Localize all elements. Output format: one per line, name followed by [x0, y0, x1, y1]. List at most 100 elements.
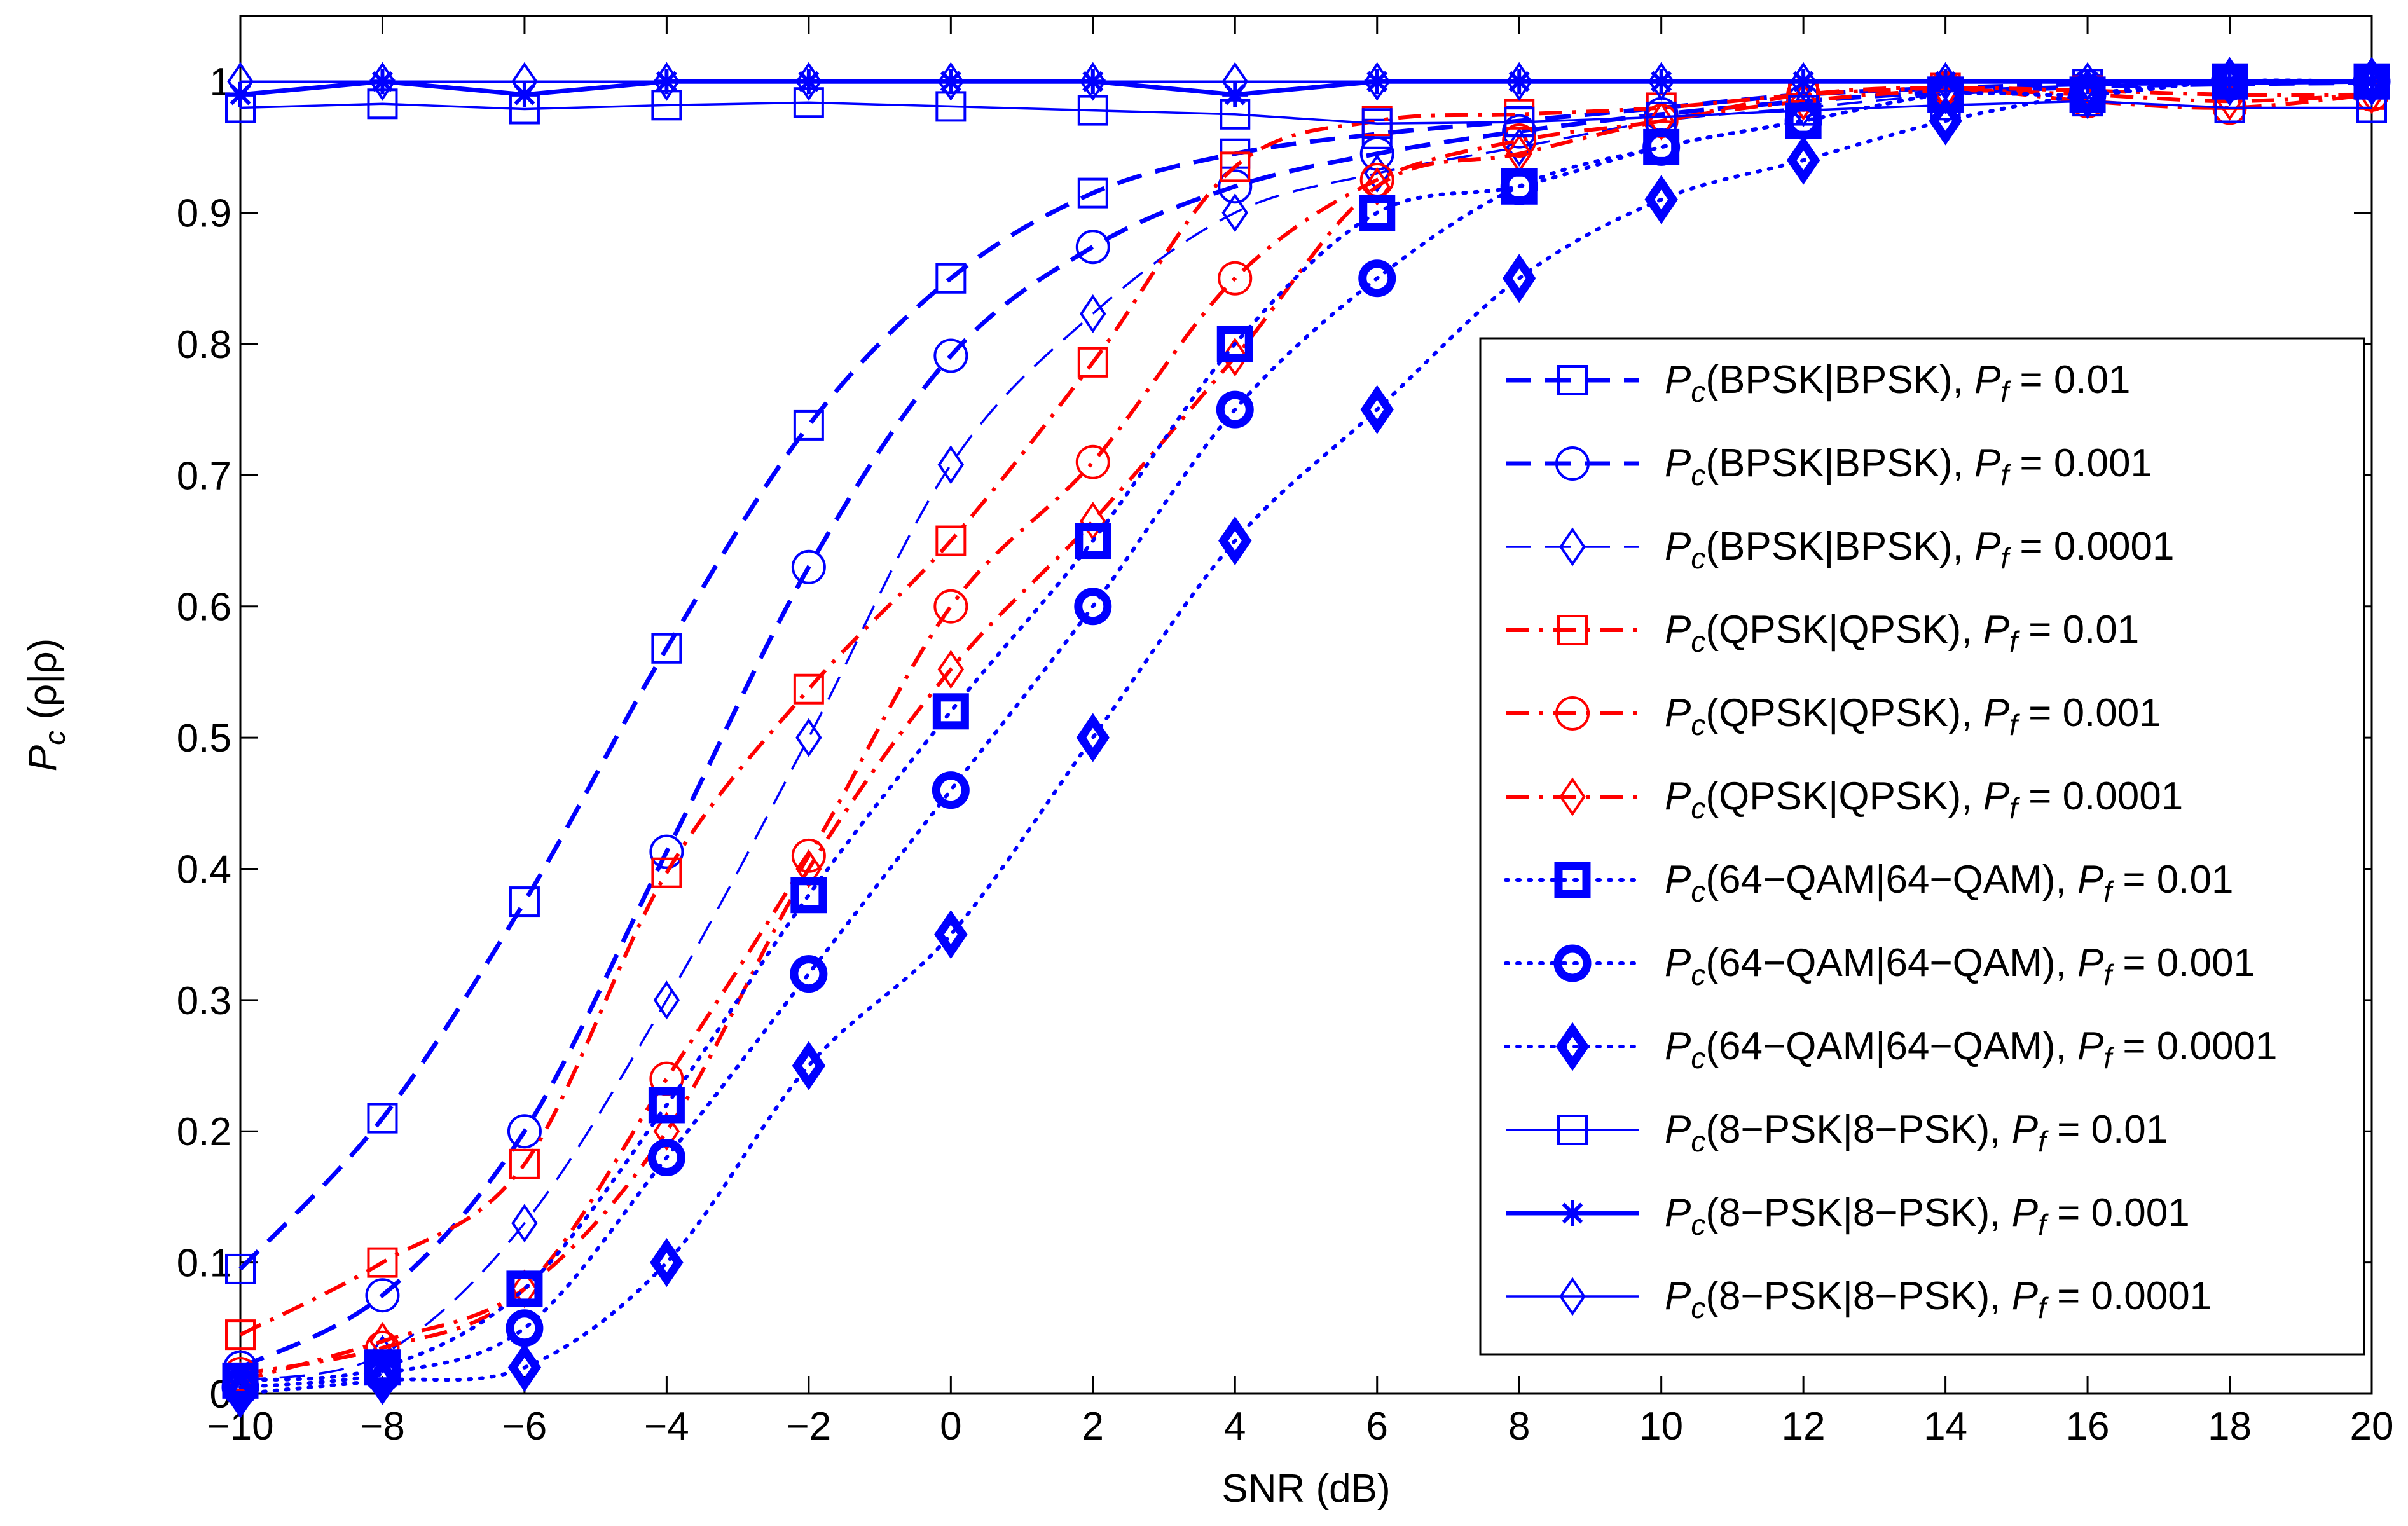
circle-marker [1216, 390, 1254, 429]
diamond-marker [1221, 193, 1249, 233]
square-marker [793, 673, 824, 705]
circle-marker [933, 338, 968, 373]
star-marker [1562, 1202, 1583, 1224]
legend-entry: Pc(BPSK|BPSK), Pf = 0.0001 [1506, 525, 2174, 575]
square-marker [1359, 195, 1396, 231]
circle-marker [1074, 588, 1112, 626]
circle-marker [1218, 261, 1253, 296]
legend-entry: Pc(QPSK|QPSK), Pf = 0.001 [1506, 691, 2161, 741]
diamond-marker [1790, 62, 1817, 101]
legend-entry: Pc(BPSK|BPSK), Pf = 0.01 [1506, 358, 2131, 408]
circle-marker [1500, 167, 1538, 205]
y-tick-label: 0.1 [177, 1242, 231, 1286]
square-marker [932, 693, 969, 730]
legend-entry: Pc(8−PSK|8−PSK), Pf = 0.0001 [1506, 1274, 2212, 1324]
square-marker [651, 633, 682, 664]
legend-entry: Pc(8−PSK|8−PSK), Pf = 0.001 [1506, 1191, 2190, 1241]
square-marker [367, 1103, 398, 1134]
diamond-marker [1559, 527, 1586, 567]
circle-marker [1075, 230, 1110, 265]
y-axis-label-sub: c [38, 731, 71, 745]
x-tick-label: 16 [2066, 1405, 2110, 1448]
diamond-marker [1555, 1022, 1590, 1071]
series-layer [221, 57, 2391, 1419]
legend-label: Pc(QPSK|QPSK), Pf = 0.01 [1665, 608, 2139, 658]
legend-entry: Pc(BPSK|BPSK), Pf = 0.001 [1506, 441, 2152, 491]
circle-marker [791, 549, 826, 584]
circle-marker [1555, 696, 1590, 731]
circle-marker [1502, 123, 1537, 158]
square-marker [1361, 108, 1393, 139]
diamond-marker [795, 849, 822, 889]
circle-marker [1553, 944, 1592, 982]
legend-label: Pc(QPSK|QPSK), Pf = 0.0001 [1665, 774, 2183, 825]
circle-marker [1502, 114, 1537, 149]
square-marker [790, 877, 827, 914]
y-tick-label: 0.5 [177, 717, 231, 760]
legend-label: Pc(QPSK|QPSK), Pf = 0.001 [1665, 691, 2161, 741]
legend-entry: Pc(64−QAM|64−QAM), Pf = 0.01 [1504, 858, 2233, 908]
legend-label: Pc(BPSK|BPSK), Pf = 0.0001 [1665, 525, 2174, 575]
series-line [240, 100, 2372, 125]
circle-marker [365, 1278, 400, 1313]
diamond-marker [937, 445, 965, 485]
series-line [238, 78, 2374, 1396]
circle-marker [790, 955, 828, 993]
diamond-marker [937, 62, 965, 101]
diamond-marker [650, 1238, 684, 1288]
legend-box [1479, 337, 2365, 1356]
circle-marker [933, 589, 968, 624]
diamond-marker [1559, 777, 1586, 816]
diamond-marker [795, 718, 822, 757]
circle-marker [1642, 128, 1681, 166]
x-tick-label: −4 [644, 1405, 689, 1448]
x-tick-label: 2 [1082, 1405, 1104, 1448]
diamond-marker [1648, 101, 1675, 141]
legend-entry: Pc(QPSK|QPSK), Pf = 0.0001 [1506, 774, 2183, 825]
diamond-marker [1502, 254, 1536, 303]
diamond-marker [2216, 62, 2243, 101]
diamond-marker [1218, 516, 1252, 566]
x-tick-label: 12 [1782, 1405, 1826, 1448]
x-tick-label: 10 [1639, 1405, 1683, 1448]
square-marker [935, 263, 967, 294]
square-marker [1557, 1115, 1588, 1145]
diamond-marker [1360, 385, 1394, 434]
y-axis-label-main: P [21, 745, 65, 771]
square-marker [1216, 326, 1253, 362]
legend-label: Pc(64−QAM|64−QAM), Pf = 0.0001 [1665, 1024, 2277, 1075]
legend-entry: Pc(8−PSK|8−PSK), Pf = 0.01 [1506, 1108, 2168, 1158]
series-line [238, 79, 2372, 1271]
diamond-marker [511, 62, 538, 101]
legend-label: Pc(8−PSK|8−PSK), Pf = 0.001 [1665, 1191, 2190, 1241]
square-marker [793, 409, 824, 441]
diamond-marker [795, 62, 822, 101]
diamond-marker [792, 1041, 826, 1090]
y-axis-label: Pc (ρ|ρ) [21, 638, 71, 772]
square-marker [509, 886, 540, 918]
legend-label: Pc(BPSK|BPSK), Pf = 0.001 [1665, 441, 2152, 491]
legend-label: Pc(8−PSK|8−PSK), Pf = 0.01 [1665, 1108, 2168, 1158]
legend-label: Pc(8−PSK|8−PSK), Pf = 0.0001 [1665, 1274, 2212, 1324]
diamond-marker [511, 1204, 538, 1243]
x-tick-label: 20 [2350, 1405, 2394, 1448]
diamond-marker [507, 1343, 542, 1392]
y-axis-label-rest: (ρ|ρ) [21, 638, 65, 731]
x-tick-label: −8 [360, 1405, 405, 1448]
circle-marker [506, 1309, 544, 1347]
diamond-marker [369, 62, 396, 101]
diamond-marker [227, 62, 254, 101]
axis-labels: SNR (dB) Pc (ρ|ρ) [21, 638, 1391, 1511]
x-tick-label: 18 [2208, 1405, 2252, 1448]
square-marker [367, 1247, 398, 1278]
diamond-marker [2074, 62, 2101, 101]
diamond-marker [1648, 62, 1675, 101]
diamond-marker [1363, 62, 1391, 101]
square-marker [1220, 151, 1251, 182]
plot-area-border [239, 15, 2373, 1395]
x-tick-label: 6 [1366, 1405, 1387, 1448]
x-tick-label: 14 [1923, 1405, 1967, 1448]
circle-marker [647, 1139, 685, 1177]
y-tick-label: 0.7 [177, 454, 231, 498]
